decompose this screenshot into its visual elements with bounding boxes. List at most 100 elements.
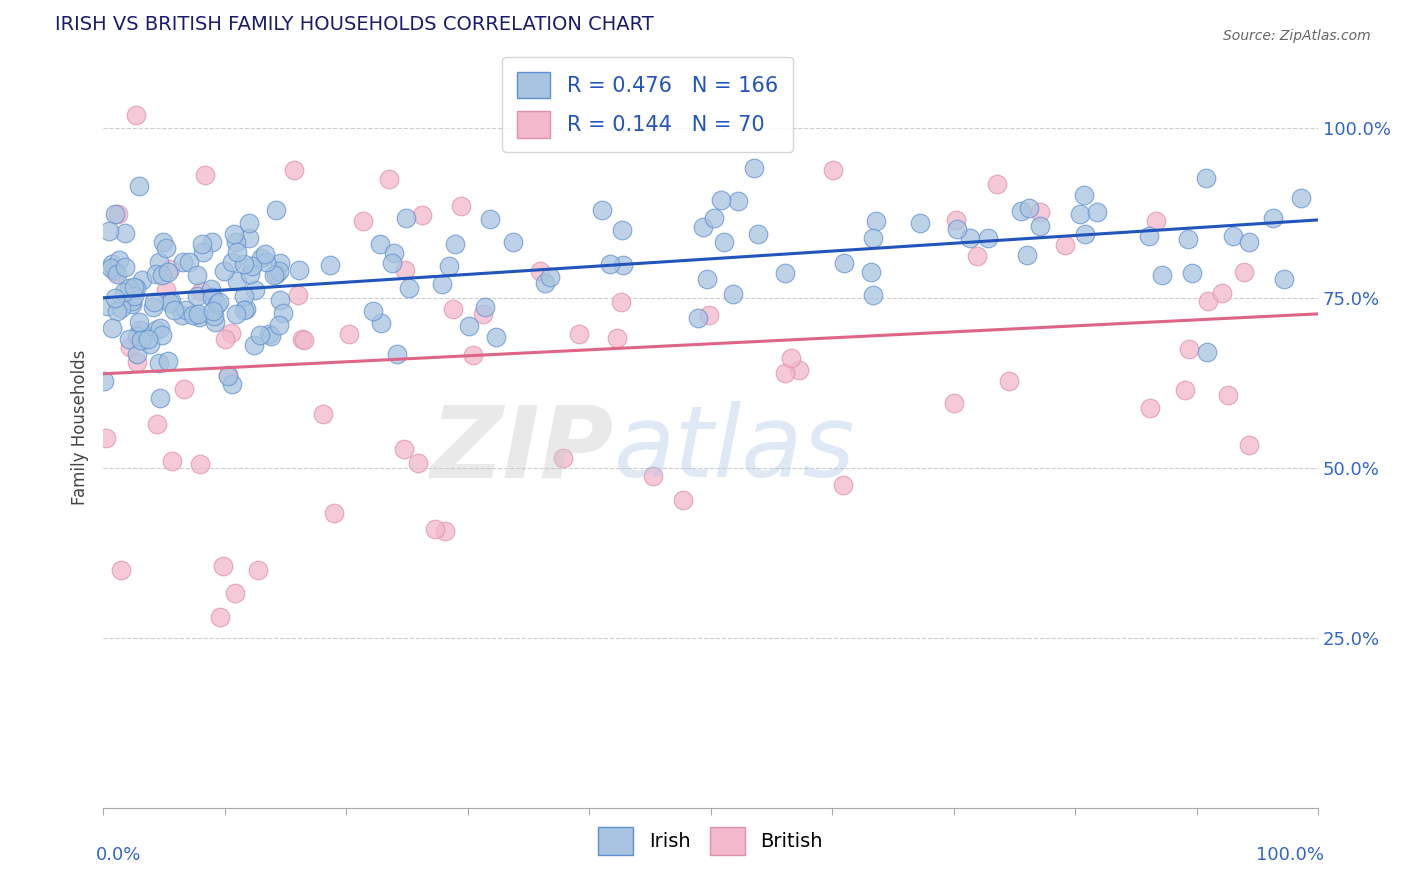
Point bbox=[461, 349, 484, 363]
Point bbox=[1139, 401, 1161, 415]
Point bbox=[170, 308, 193, 322]
Point bbox=[779, 351, 801, 365]
Point bbox=[747, 227, 769, 242]
Point bbox=[238, 231, 260, 245]
Point bbox=[430, 277, 453, 292]
Point bbox=[121, 293, 143, 308]
Point bbox=[190, 284, 212, 298]
Point bbox=[370, 316, 392, 330]
Point bbox=[599, 257, 621, 271]
Point bbox=[1197, 293, 1219, 308]
Point bbox=[240, 259, 263, 273]
Point bbox=[217, 368, 239, 383]
Point bbox=[98, 224, 121, 238]
Point bbox=[225, 307, 247, 321]
Point bbox=[610, 294, 633, 309]
Point bbox=[1181, 266, 1204, 280]
Point bbox=[191, 244, 214, 259]
Point bbox=[205, 297, 228, 311]
Point bbox=[1222, 228, 1244, 243]
Point bbox=[128, 179, 150, 194]
Point bbox=[551, 450, 574, 465]
Point bbox=[120, 340, 142, 354]
Point bbox=[1069, 207, 1091, 221]
Point bbox=[283, 162, 305, 177]
Point bbox=[214, 332, 236, 346]
Point bbox=[697, 308, 720, 322]
Point bbox=[157, 354, 180, 368]
Text: atlas: atlas bbox=[613, 401, 855, 499]
Point bbox=[1073, 188, 1095, 202]
Point bbox=[437, 259, 460, 273]
Point bbox=[287, 288, 309, 302]
Point bbox=[713, 235, 735, 250]
Point bbox=[112, 285, 135, 299]
Point bbox=[146, 417, 169, 431]
Point bbox=[686, 310, 709, 325]
Point bbox=[823, 162, 845, 177]
Point bbox=[125, 355, 148, 369]
Point bbox=[105, 267, 128, 281]
Point bbox=[1232, 265, 1254, 279]
Point bbox=[862, 288, 884, 302]
Point bbox=[235, 302, 257, 317]
Point bbox=[643, 468, 665, 483]
Point bbox=[125, 347, 148, 361]
Point bbox=[208, 294, 231, 309]
Point bbox=[387, 347, 409, 361]
Point bbox=[201, 235, 224, 249]
Point bbox=[1074, 227, 1097, 241]
Point bbox=[1010, 204, 1032, 219]
Point bbox=[250, 252, 273, 266]
Point bbox=[173, 382, 195, 396]
Point bbox=[100, 321, 122, 335]
Point bbox=[832, 256, 855, 270]
Point bbox=[443, 301, 465, 316]
Point bbox=[945, 212, 967, 227]
Point bbox=[966, 249, 988, 263]
Point bbox=[125, 329, 148, 343]
Point bbox=[152, 268, 174, 282]
Point bbox=[114, 260, 136, 275]
Point bbox=[187, 310, 209, 324]
Point bbox=[209, 610, 232, 624]
Point bbox=[959, 231, 981, 245]
Point bbox=[201, 290, 224, 304]
Point bbox=[1211, 286, 1233, 301]
Point bbox=[271, 306, 294, 320]
Point bbox=[172, 254, 194, 268]
Point bbox=[186, 268, 208, 282]
Point bbox=[502, 235, 524, 250]
Point bbox=[1218, 388, 1240, 402]
Point bbox=[269, 263, 291, 277]
Point bbox=[121, 297, 143, 311]
Point bbox=[368, 237, 391, 252]
Point bbox=[103, 263, 125, 277]
Point bbox=[398, 280, 420, 294]
Point bbox=[221, 255, 243, 269]
Point bbox=[94, 431, 117, 445]
Point bbox=[243, 338, 266, 352]
Point bbox=[610, 223, 633, 237]
Point bbox=[862, 231, 884, 245]
Point bbox=[200, 282, 222, 296]
Point bbox=[1174, 383, 1197, 397]
Point bbox=[118, 332, 141, 346]
Point bbox=[997, 375, 1019, 389]
Point bbox=[692, 220, 714, 235]
Text: 0.0%: 0.0% bbox=[96, 846, 141, 863]
Point bbox=[201, 291, 224, 305]
Point bbox=[352, 214, 374, 228]
Point bbox=[186, 289, 208, 303]
Point bbox=[263, 268, 285, 282]
Point bbox=[159, 296, 181, 310]
Point bbox=[105, 265, 128, 279]
Point bbox=[114, 226, 136, 240]
Point bbox=[221, 377, 243, 392]
Point bbox=[104, 291, 127, 305]
Point bbox=[269, 293, 291, 308]
Point bbox=[337, 326, 360, 341]
Point bbox=[269, 256, 291, 270]
Point bbox=[149, 321, 172, 335]
Point bbox=[1289, 191, 1312, 205]
